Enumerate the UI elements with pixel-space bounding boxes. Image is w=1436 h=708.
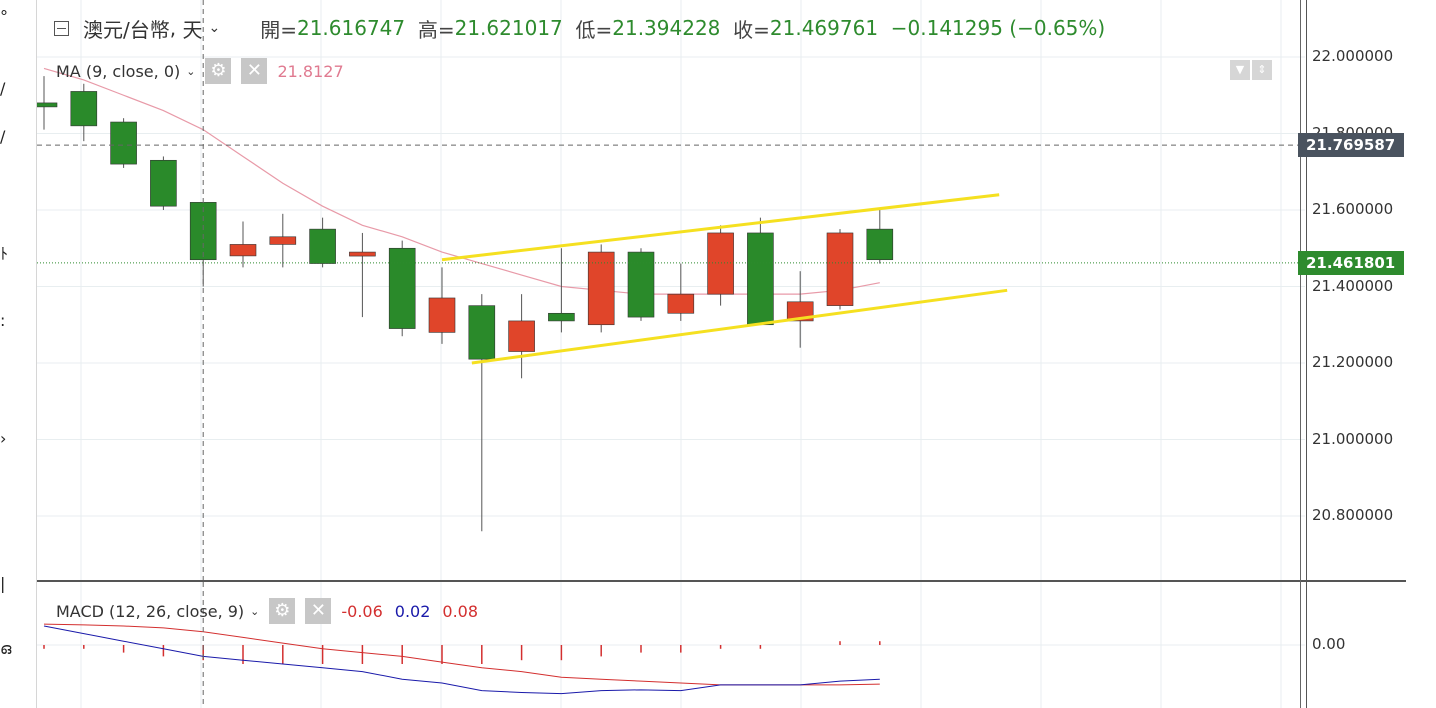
ma-indicator-value: 21.8127 <box>277 61 344 81</box>
price-chart <box>37 0 1305 580</box>
candle-body <box>309 228 336 264</box>
candle-body <box>349 251 376 257</box>
price-chart-pane[interactable] <box>37 0 1305 580</box>
drawing-toolbar: ° / / ﾄ : › | ഒ <box>0 0 37 708</box>
settings-icon[interactable]: ⚙ <box>205 58 232 84</box>
candle-body <box>70 91 98 127</box>
circle-tool-icon[interactable]: ° <box>0 7 8 26</box>
open-value: 21.616747 <box>296 16 406 40</box>
close-icon[interactable]: ✕ <box>305 598 332 624</box>
candle-body <box>150 159 177 207</box>
measure-tool-icon[interactable]: : <box>0 311 6 330</box>
close-icon[interactable]: ✕ <box>241 58 268 84</box>
macd-line-value: 0.02 <box>394 601 431 621</box>
macd-signal-value: 0.08 <box>442 601 479 621</box>
candle-body <box>110 121 137 165</box>
pane-divider[interactable] <box>37 580 1406 582</box>
channel-upper-line <box>441 193 1000 262</box>
high-value: 21.621017 <box>454 16 563 40</box>
candle-body <box>468 305 496 360</box>
candle-body <box>747 232 774 326</box>
macd-tick-label: 0.00 <box>1312 635 1346 653</box>
trend-line-tool-icon[interactable]: / <box>0 79 6 98</box>
axis-divider <box>1300 0 1301 708</box>
macd-indicator-legend: MACD (12, 26, close, 9) ⌄ ⚙ ✕ -0.06 0.02… <box>56 598 478 624</box>
close-value: 21.469761 <box>769 16 879 40</box>
symbol-legend: 澳元/台幣, 天 ⌄ 開= 21.616747 高= 21.621017 低= 21.… <box>54 14 1105 42</box>
macd-chart-pane[interactable] <box>37 582 1305 708</box>
macd-hist-value: -0.06 <box>341 601 383 621</box>
price-tick-label: 21.000000 <box>1312 429 1394 448</box>
channel-lower-line <box>471 288 1008 365</box>
ma-indicator-legend: MA (9, close, 0) ⌄ ⚙ ✕ 21.8127 <box>56 58 344 84</box>
settings-icon[interactable]: ⚙ <box>269 598 296 624</box>
candle-body <box>388 247 416 329</box>
open-label: 開= <box>260 17 297 42</box>
macd-indicator-label[interactable]: MACD (12, 26, close, 9) <box>56 601 245 621</box>
chevron-down-icon[interactable]: ⌄ <box>208 20 221 36</box>
candle-body <box>428 297 456 333</box>
candle-body <box>37 102 58 108</box>
price-tick-label: 21.400000 <box>1312 276 1394 295</box>
low-label: 低= <box>575 17 613 42</box>
price-tick-label: 20.800000 <box>1312 506 1394 524</box>
close-label: 收= <box>733 17 770 42</box>
price-axis[interactable] <box>1306 0 1436 708</box>
price-tick-label: 22.000000 <box>1312 47 1394 65</box>
expand-toolbar-icon[interactable]: › <box>0 429 7 448</box>
ruler-tool-icon[interactable]: | <box>0 574 6 593</box>
macd-line <box>43 625 880 695</box>
chevron-down-icon[interactable]: ⌄ <box>186 64 196 78</box>
high-label: 高= <box>417 17 455 42</box>
candle-body <box>866 228 894 261</box>
interval-label[interactable]: 天 <box>182 17 203 42</box>
scale-controls: ▼ ⇕ <box>1230 60 1272 80</box>
pattern-tool-icon[interactable]: ﾄ <box>0 244 9 263</box>
macd-chart <box>37 582 1305 708</box>
chevron-down-icon[interactable]: ⌄ <box>250 604 260 618</box>
candle-body <box>548 312 575 322</box>
ma-indicator-label[interactable]: MA (9, close, 0) <box>56 61 181 81</box>
symbol-name[interactable]: 澳元/台幣 <box>83 17 170 42</box>
low-value: 21.394228 <box>612 16 721 40</box>
candle-body <box>508 320 535 352</box>
collapse-legend-icon[interactable] <box>54 20 69 36</box>
candle-body <box>627 251 655 318</box>
last-price-badge: 21.461801 <box>1298 250 1404 275</box>
price-tick-label: 21.600000 <box>1312 200 1394 218</box>
candle-body <box>707 232 734 295</box>
candle-body <box>826 232 854 306</box>
candle-body <box>587 251 615 326</box>
crosshair-price-badge: 21.769587 <box>1298 133 1404 158</box>
sort-icon[interactable]: ⇕ <box>1252 60 1272 80</box>
price-tick-label: 21.200000 <box>1312 353 1394 371</box>
candle-body <box>229 244 257 257</box>
ray-tool-icon[interactable]: / <box>0 127 6 146</box>
collapse-pane-icon[interactable]: ▼ <box>1230 60 1250 80</box>
change-value: −0.141295 (−0.65%) <box>890 16 1106 40</box>
macd-signal-line <box>43 623 880 686</box>
candle-body <box>667 293 695 314</box>
candle-body <box>269 236 297 245</box>
lock-tool-icon[interactable]: ഒ <box>0 639 12 658</box>
